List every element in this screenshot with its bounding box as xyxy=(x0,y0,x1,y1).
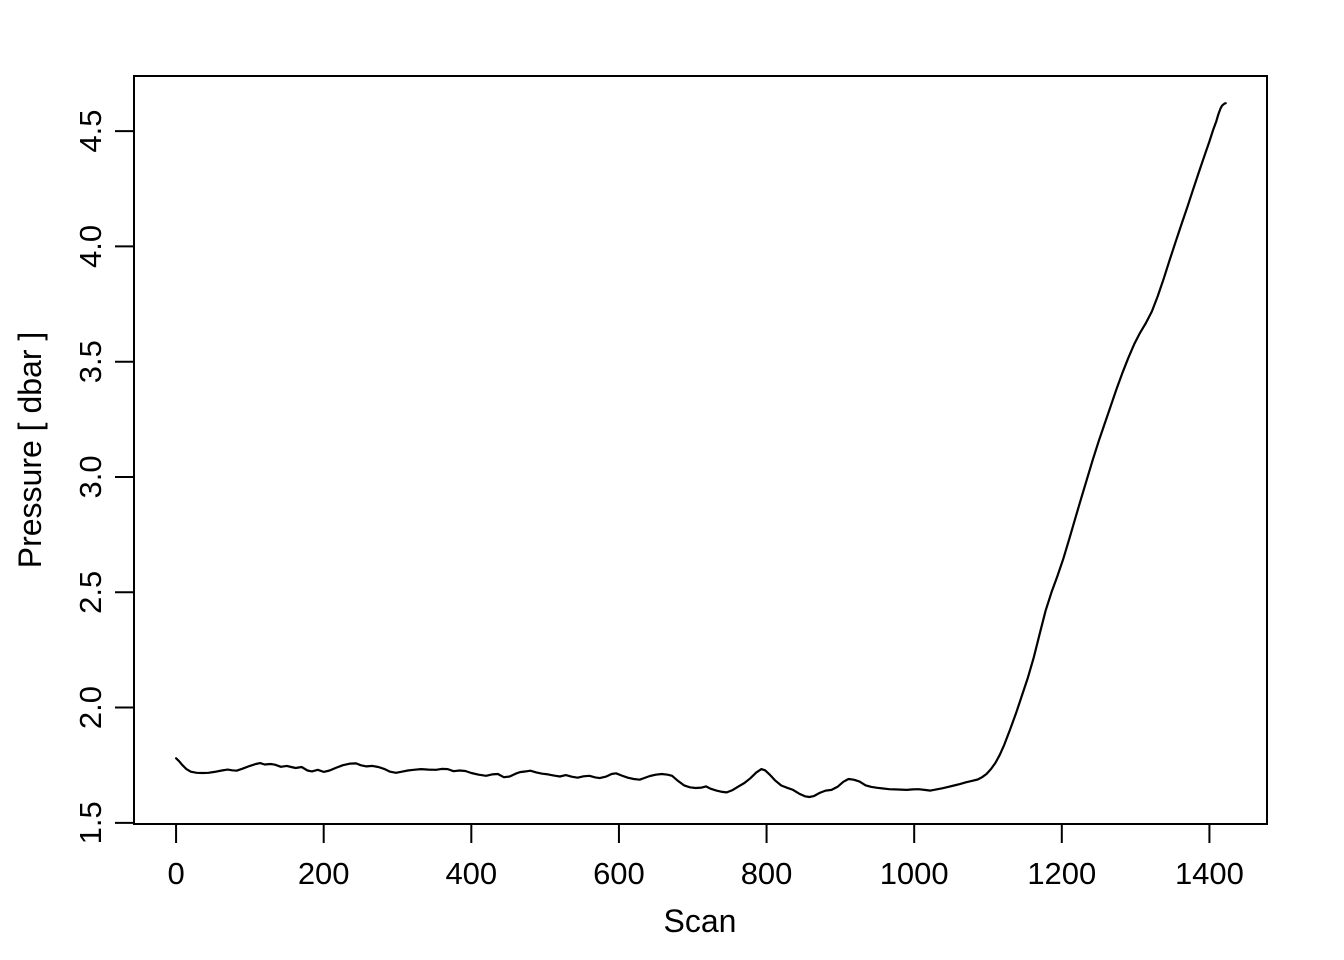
y-tick-label: 2.5 xyxy=(73,571,108,614)
x-tick-label: 1000 xyxy=(880,856,949,891)
y-tick-label: 4.0 xyxy=(73,225,108,268)
y-axis: 1.5 2.0 2.5 3.0 3.5 4.0 4.5 xyxy=(73,110,134,844)
x-tick-label: 200 xyxy=(298,856,350,891)
y-tick-label: 1.5 xyxy=(73,801,108,844)
x-axis: 0 200 400 600 800 1000 1200 1400 xyxy=(167,824,1244,891)
plot-border-box xyxy=(133,75,1268,825)
series-group xyxy=(175,102,1227,799)
x-tick-label: 1200 xyxy=(1027,856,1096,891)
x-axis-title: Scan xyxy=(664,903,737,939)
x-tick-label: 0 xyxy=(167,856,184,891)
y-tick-label: 3.0 xyxy=(73,455,108,498)
y-axis-title: Pressure [ dbar ] xyxy=(12,332,48,569)
pressure-series-line xyxy=(175,102,1227,799)
y-tick-label: 4.5 xyxy=(73,110,108,153)
x-tick-label: 1400 xyxy=(1175,856,1244,891)
x-tick-label: 800 xyxy=(741,856,793,891)
y-tick-label: 2.0 xyxy=(73,686,108,729)
x-tick-label: 600 xyxy=(593,856,645,891)
x-tick-label: 400 xyxy=(445,856,497,891)
y-tick-label: 3.5 xyxy=(73,340,108,383)
